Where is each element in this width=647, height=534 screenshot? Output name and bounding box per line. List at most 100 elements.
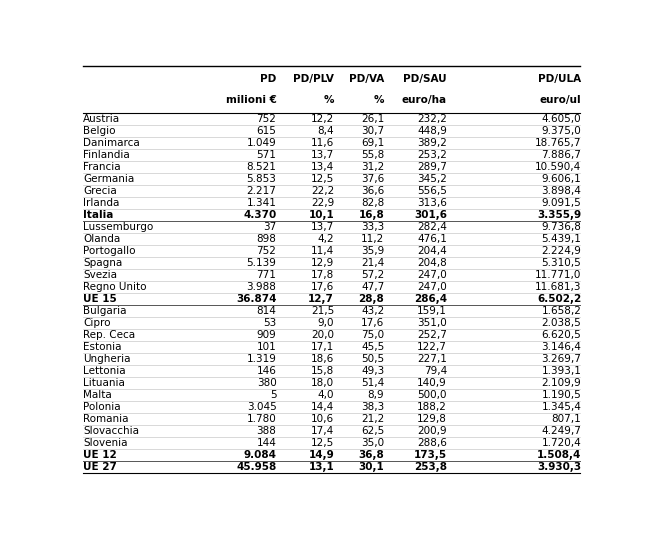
Text: 14,4: 14,4: [311, 402, 334, 412]
Text: Irlanda: Irlanda: [83, 198, 120, 208]
Text: 3.898,4: 3.898,4: [542, 186, 581, 197]
Text: Estonia: Estonia: [83, 342, 122, 352]
Text: UE 12: UE 12: [83, 450, 117, 460]
Text: 16,8: 16,8: [358, 210, 384, 221]
Text: 1.319: 1.319: [247, 354, 276, 364]
Text: 5.139: 5.139: [247, 258, 276, 268]
Text: 5.439,1: 5.439,1: [542, 234, 581, 245]
Text: 69,1: 69,1: [361, 138, 384, 148]
Text: 7.886,7: 7.886,7: [542, 151, 581, 160]
Text: 227,1: 227,1: [417, 354, 447, 364]
Text: UE 15: UE 15: [83, 294, 117, 304]
Text: 17,4: 17,4: [311, 426, 334, 436]
Text: 253,2: 253,2: [417, 151, 447, 160]
Text: Austria: Austria: [83, 114, 120, 124]
Text: 11.681,3: 11.681,3: [535, 282, 581, 292]
Text: 17,8: 17,8: [311, 270, 334, 280]
Text: 2.217: 2.217: [247, 186, 276, 197]
Text: 388: 388: [257, 426, 276, 436]
Text: 247,0: 247,0: [417, 282, 447, 292]
Text: 286,4: 286,4: [414, 294, 447, 304]
Text: 21,2: 21,2: [361, 414, 384, 424]
Text: 8.521: 8.521: [247, 162, 276, 172]
Text: 11.771,0: 11.771,0: [535, 270, 581, 280]
Text: 12,5: 12,5: [311, 438, 334, 448]
Text: 45,5: 45,5: [361, 342, 384, 352]
Text: 35,0: 35,0: [361, 438, 384, 448]
Text: 159,1: 159,1: [417, 307, 447, 316]
Text: Svezia: Svezia: [83, 270, 117, 280]
Text: Polonia: Polonia: [83, 402, 121, 412]
Text: 12,2: 12,2: [311, 114, 334, 124]
Text: 38,3: 38,3: [361, 402, 384, 412]
Text: Olanda: Olanda: [83, 234, 120, 245]
Text: 36.874: 36.874: [236, 294, 276, 304]
Text: 101: 101: [257, 342, 276, 352]
Text: euro/ul: euro/ul: [540, 95, 581, 105]
Text: 282,4: 282,4: [417, 222, 447, 232]
Text: Italia: Italia: [83, 210, 114, 221]
Text: 17,1: 17,1: [311, 342, 334, 352]
Text: 2.224,9: 2.224,9: [542, 246, 581, 256]
Text: 37: 37: [263, 222, 276, 232]
Text: 140,9: 140,9: [417, 378, 447, 388]
Text: 556,5: 556,5: [417, 186, 447, 197]
Text: 79,4: 79,4: [424, 366, 447, 376]
Text: 898: 898: [257, 234, 276, 245]
Text: UE 27: UE 27: [83, 462, 117, 472]
Text: 615: 615: [257, 127, 276, 136]
Text: 13,7: 13,7: [311, 222, 334, 232]
Text: 75,0: 75,0: [361, 331, 384, 340]
Text: 18,0: 18,0: [311, 378, 334, 388]
Text: 1.049: 1.049: [247, 138, 276, 148]
Text: 18,6: 18,6: [311, 354, 334, 364]
Text: PD: PD: [260, 74, 276, 84]
Text: PD/VA: PD/VA: [349, 74, 384, 84]
Text: 232,2: 232,2: [417, 114, 447, 124]
Text: 36,6: 36,6: [361, 186, 384, 197]
Text: 22,2: 22,2: [311, 186, 334, 197]
Text: 5.853: 5.853: [247, 175, 276, 184]
Text: 12,7: 12,7: [308, 294, 334, 304]
Text: 253,8: 253,8: [414, 462, 447, 472]
Text: 1.780: 1.780: [247, 414, 276, 424]
Text: 15,8: 15,8: [311, 366, 334, 376]
Text: 301,6: 301,6: [414, 210, 447, 221]
Text: 14,9: 14,9: [309, 450, 334, 460]
Text: 448,9: 448,9: [417, 127, 447, 136]
Text: 12,5: 12,5: [311, 175, 334, 184]
Text: 11,2: 11,2: [361, 234, 384, 245]
Text: PD/PLV: PD/PLV: [293, 74, 334, 84]
Text: 476,1: 476,1: [417, 234, 447, 245]
Text: 204,8: 204,8: [417, 258, 447, 268]
Text: 3.269,7: 3.269,7: [542, 354, 581, 364]
Text: 288,6: 288,6: [417, 438, 447, 448]
Text: 4,0: 4,0: [318, 390, 334, 400]
Text: 9,0: 9,0: [318, 318, 334, 328]
Text: 5.310,5: 5.310,5: [542, 258, 581, 268]
Text: Lettonia: Lettonia: [83, 366, 126, 376]
Text: 57,2: 57,2: [361, 270, 384, 280]
Text: 289,7: 289,7: [417, 162, 447, 172]
Text: 10,1: 10,1: [309, 210, 334, 221]
Text: 5: 5: [270, 390, 276, 400]
Text: 752: 752: [257, 246, 276, 256]
Text: 13,4: 13,4: [311, 162, 334, 172]
Text: 3.988: 3.988: [247, 282, 276, 292]
Text: 35,9: 35,9: [361, 246, 384, 256]
Text: 20,0: 20,0: [311, 331, 334, 340]
Text: Romania: Romania: [83, 414, 129, 424]
Text: 26,1: 26,1: [361, 114, 384, 124]
Text: 12,9: 12,9: [311, 258, 334, 268]
Text: 21,4: 21,4: [361, 258, 384, 268]
Text: Ungheria: Ungheria: [83, 354, 131, 364]
Text: 37,6: 37,6: [361, 175, 384, 184]
Text: 4,2: 4,2: [318, 234, 334, 245]
Text: Spagna: Spagna: [83, 258, 123, 268]
Text: 45.958: 45.958: [236, 462, 276, 472]
Text: 10,6: 10,6: [311, 414, 334, 424]
Text: 18.765,7: 18.765,7: [535, 138, 581, 148]
Text: 1.341: 1.341: [247, 198, 276, 208]
Text: Rep. Ceca: Rep. Ceca: [83, 331, 135, 340]
Text: Francia: Francia: [83, 162, 121, 172]
